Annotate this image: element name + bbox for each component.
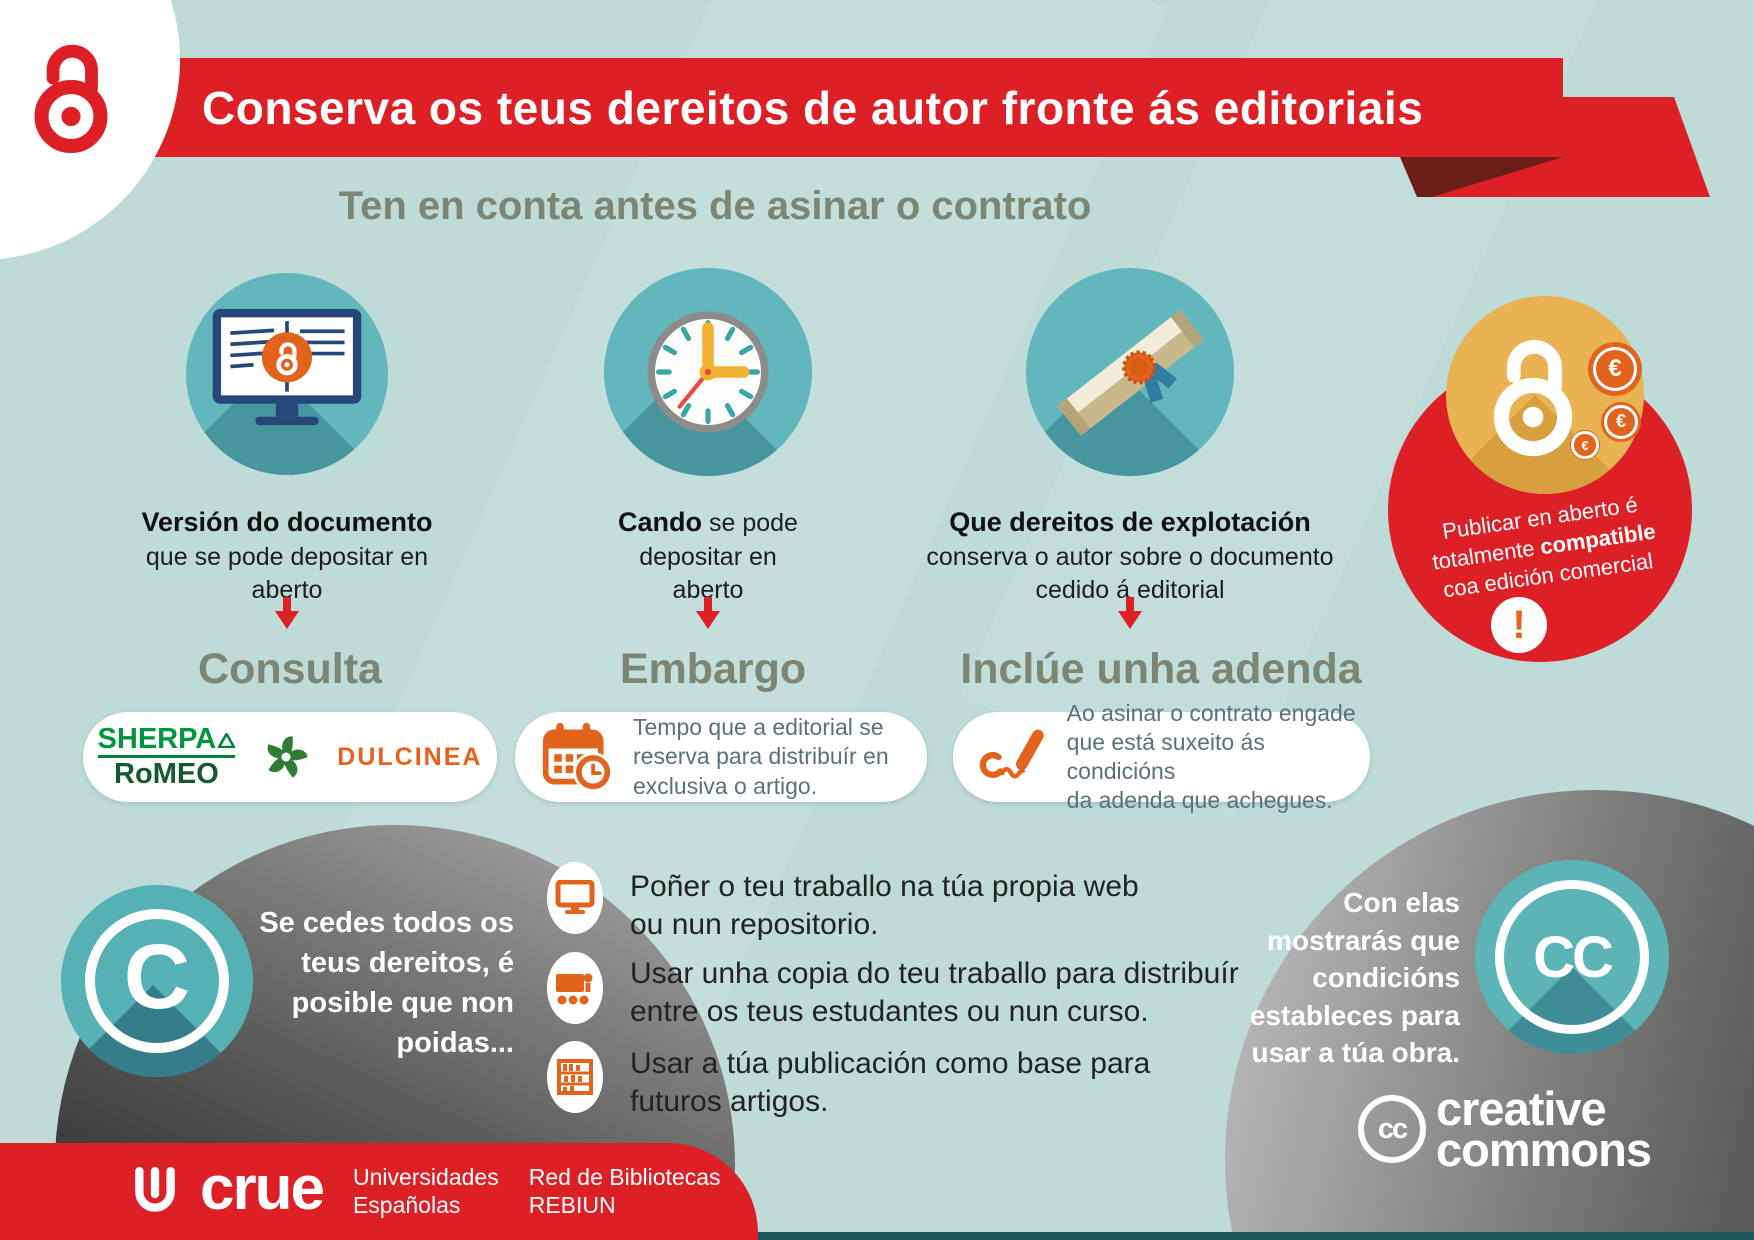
open-access-icon [1493,340,1573,457]
diploma-icon [1057,309,1204,436]
step-circle-diploma [1026,268,1234,476]
monitor-book-icon [212,309,362,426]
allowance-text: Usar a túa publicación como base para fu… [630,1047,1151,1119]
bullet-badge [547,862,603,934]
crue-shield-icon [135,1166,175,1212]
copyright-icon: C [61,885,253,1077]
page-title: Conserva os teus dereitos de autor front… [202,81,1424,134]
embargo-pill: Tempo que a editorial se reserva para di… [515,712,927,802]
caption-bold: Cando [618,507,703,537]
ribbon-fold [1400,97,1710,197]
euro-coin-icon: € [1588,342,1642,396]
footer-bar: crue Universidades Españolas Red de Bibl… [0,1143,758,1240]
heading-embargo: Embargo [619,645,807,693]
footer-network: Red de Bibliotecas REBIUN [528,1164,721,1218]
caption-bold: Que dereitos de explotación [949,507,1311,537]
bookshelf-icon [557,1059,593,1095]
footer-org: Universidades Españolas [352,1164,499,1218]
cc-text: Con elas mostrarás que condicións establ… [1249,887,1460,1069]
open-access-icon [34,44,108,154]
down-arrow-icon [1118,597,1142,629]
euro-coin-icon: € [1570,430,1600,460]
cc-badge-icon: cc [1358,1095,1426,1164]
step-circle-document [186,273,388,475]
monitor-icon [555,880,595,914]
step-circle-clock [604,268,812,476]
euro-coin-icon: € [1601,402,1641,442]
header-banner: Conserva os teus dereitos de autor front… [60,58,1563,157]
subtitle: Ten en conta antes de asinar o contrato [338,184,1092,228]
bottom-strip [660,1232,1754,1240]
caption-bold: Versión do documento [141,507,433,537]
allowance-text: Poñer o teu traballo na túa propia web o… [630,870,1139,942]
dulcinea-logo: DULCINEA [337,742,483,771]
embargo-text: Tempo que a editorial se reserva para di… [633,714,889,799]
down-arrow-icon [275,597,299,629]
down-arrow-icon [696,597,720,629]
calendar-clock-icon [542,722,613,793]
copyright-warning-text: Se cedes todos os teus dereitos, é posib… [259,907,514,1060]
exclamation-badge: ! [1491,597,1547,653]
bullet-badge [547,1041,603,1113]
cc-icon: CC [1475,860,1669,1054]
adenda-pill: Ao asinar o contrato engade que está sux… [953,700,1370,813]
sherpa-romeo-logo: SHERPA RoMEO [97,725,237,789]
heading-adenda: Inclúe unha adenda [960,645,1362,693]
consulta-pill: SHERPA RoMEO DULCINEA [83,712,497,802]
allowance-text: Usar unha copia do teu traballo para dis… [630,957,1239,1029]
caption-version: Versión do documento que se pode deposit… [141,507,433,604]
course-icon [556,973,593,1005]
mountain-icon [217,731,237,749]
bullet-badge [547,952,603,1024]
caption-cando: Cando se pode depositar en aberto [618,507,798,604]
dulcinea-swirl-icon [267,736,308,778]
caption-dereitos: Que dereitos de explotación conserva o a… [926,507,1334,604]
signature-pen-icon [979,729,1044,779]
adenda-text: Ao asinar o contrato engade que está sux… [1066,699,1356,814]
clock-icon [647,311,769,433]
creative-commons-logo: cc creative commons [1358,1085,1652,1174]
heading-consulta: Consulta [198,645,382,693]
crue-wordmark: crue [200,1154,325,1223]
